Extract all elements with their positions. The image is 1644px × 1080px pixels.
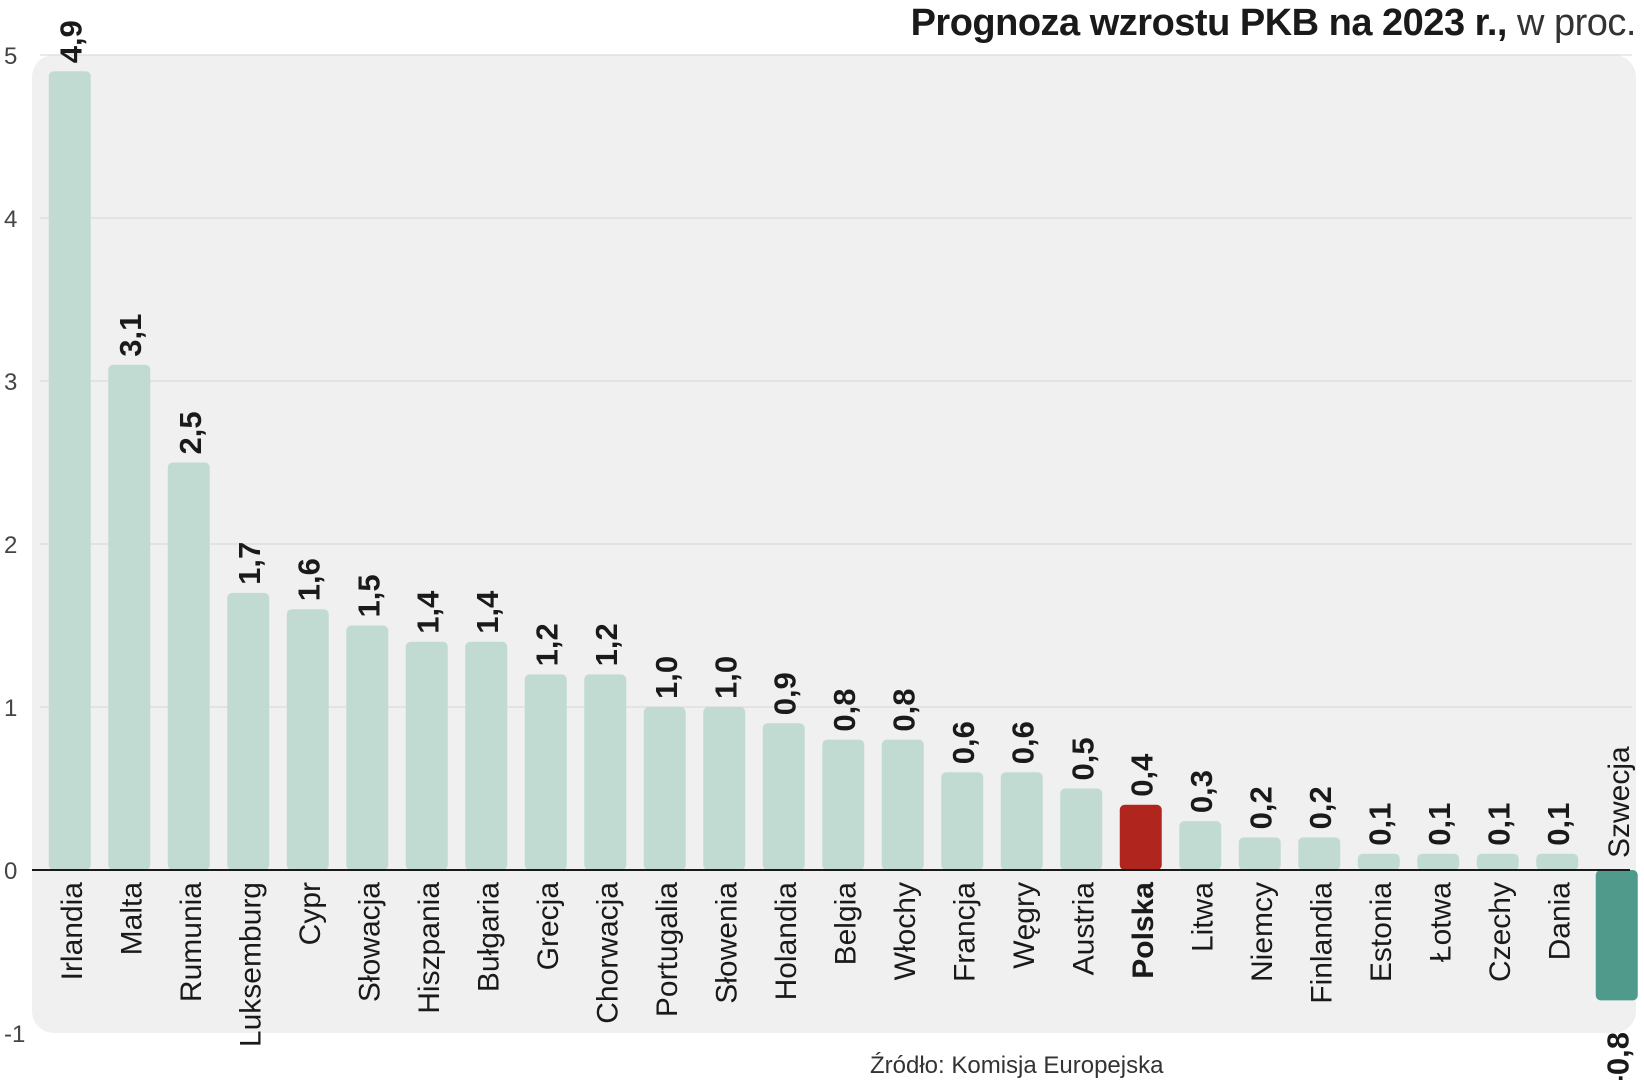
bar-szwecja bbox=[1595, 870, 1638, 1001]
bar-niemcy bbox=[1238, 837, 1281, 870]
bar-francja bbox=[941, 772, 984, 870]
category-label: Bułgaria bbox=[472, 882, 505, 992]
y-tick-label: 2 bbox=[4, 532, 17, 559]
bar-grecja bbox=[524, 674, 567, 870]
chart-title-main: Prognoza wzrostu PKB na 2023 r., bbox=[910, 2, 1508, 44]
chart-title-unit: w proc. bbox=[1506, 2, 1637, 44]
value-labels: 4,9 3,1 2,5 1,7 1,6 1,5 1,4 1,4 1,2 1,2 1,0 1,0 0,9 0… bbox=[54, 20, 1636, 1080]
bar-czechy bbox=[1476, 853, 1519, 870]
category-label: Polska bbox=[1127, 882, 1160, 979]
category-label: Irlandia bbox=[56, 882, 89, 981]
value-label: 1,5 bbox=[351, 574, 386, 617]
category-label: Hiszpania bbox=[413, 882, 446, 1014]
bar-belgia bbox=[822, 739, 865, 870]
value-label: 0,1 bbox=[1482, 803, 1517, 846]
category-label: Portugalia bbox=[651, 882, 684, 1017]
bar-estonia bbox=[1357, 853, 1400, 870]
value-label: 2,5 bbox=[173, 411, 208, 454]
category-label: Estonia bbox=[1365, 882, 1398, 982]
value-label: -0,8 bbox=[1601, 1032, 1636, 1080]
category-labels: Irlandia Malta Rumunia Luksemburg Cypr Słowac… bbox=[56, 746, 1636, 1047]
y-tick-label: 3 bbox=[4, 369, 17, 396]
category-label: Węgry bbox=[1008, 882, 1041, 969]
bar-luksemburg bbox=[227, 592, 270, 870]
value-label: 0,4 bbox=[1125, 753, 1160, 797]
bar-włochy bbox=[881, 739, 924, 870]
bar-węgry bbox=[1000, 772, 1043, 870]
category-label: Austria bbox=[1067, 882, 1100, 976]
category-label: Dania bbox=[1543, 882, 1576, 961]
value-label: 1,2 bbox=[589, 623, 624, 666]
value-label: 1,7 bbox=[232, 542, 267, 585]
bars bbox=[48, 71, 1638, 1001]
value-label: 0,9 bbox=[768, 672, 803, 715]
bar-malta bbox=[108, 364, 151, 870]
category-label: Łotwa bbox=[1424, 882, 1457, 962]
bar-słowacja bbox=[346, 625, 389, 870]
source-note: Źródło: Komisja Europejska bbox=[870, 1052, 1164, 1079]
value-label: 0,2 bbox=[1244, 786, 1279, 829]
category-label: Litwa bbox=[1186, 882, 1219, 952]
y-tick-label: 5 bbox=[4, 43, 17, 70]
value-label: 0,6 bbox=[946, 721, 981, 764]
gridlines bbox=[40, 54, 1632, 708]
value-label: 0,2 bbox=[1303, 786, 1338, 829]
category-label: Rumunia bbox=[175, 882, 208, 1002]
bar-portugalia bbox=[643, 707, 686, 870]
bar-cypr bbox=[286, 609, 329, 870]
bar-austria bbox=[1060, 788, 1103, 870]
y-axis-ticks: -1 0 1 2 3 4 5 bbox=[4, 43, 25, 1048]
bar-irlandia bbox=[48, 71, 91, 871]
bar-polska bbox=[1119, 804, 1162, 870]
value-label: 0,8 bbox=[827, 688, 862, 731]
value-label: 1,4 bbox=[470, 590, 505, 634]
category-label: Francja bbox=[948, 882, 981, 982]
y-tick-label: 4 bbox=[4, 206, 17, 233]
category-label: Cypr bbox=[294, 882, 327, 945]
category-label: Chorwacja bbox=[591, 882, 624, 1024]
value-label: 1,0 bbox=[649, 656, 684, 699]
category-label: Grecja bbox=[532, 882, 565, 971]
category-label: Luksemburg bbox=[234, 882, 267, 1047]
category-label: Belgia bbox=[829, 882, 862, 966]
y-tick-label: 1 bbox=[4, 695, 17, 722]
bar-łotwa bbox=[1417, 853, 1460, 870]
category-label: Szwecja bbox=[1603, 746, 1636, 858]
bar-finlandia bbox=[1298, 837, 1341, 870]
value-label: 0,1 bbox=[1363, 803, 1398, 846]
bar-litwa bbox=[1179, 821, 1222, 870]
value-label: 0,6 bbox=[1006, 721, 1041, 764]
value-label: 1,6 bbox=[292, 558, 327, 601]
value-label: 0,1 bbox=[1422, 803, 1457, 846]
value-label: 0,1 bbox=[1541, 803, 1576, 846]
value-label: 3,1 bbox=[113, 314, 148, 357]
category-label: Słowacja bbox=[353, 882, 386, 1002]
category-label: Słowenia bbox=[710, 882, 743, 1004]
category-label: Niemcy bbox=[1246, 882, 1279, 982]
bar-chorwacja bbox=[584, 674, 627, 870]
chart-title: Prognoza wzrostu PKB na 2023 r., w proc. bbox=[910, 2, 1637, 45]
category-label: Malta bbox=[115, 882, 148, 956]
bar-bułgaria bbox=[465, 641, 508, 870]
bar-dania bbox=[1536, 853, 1579, 870]
value-label: 0,8 bbox=[887, 688, 922, 731]
y-tick-label: -1 bbox=[4, 1021, 25, 1048]
category-label: Włochy bbox=[889, 882, 922, 980]
category-label: Czechy bbox=[1484, 882, 1517, 982]
value-label: 4,9 bbox=[54, 20, 89, 63]
bar-hiszpania bbox=[405, 641, 448, 870]
value-label: 1,0 bbox=[708, 656, 743, 699]
value-label: 0,5 bbox=[1065, 737, 1100, 780]
bar-rumunia bbox=[167, 462, 210, 870]
value-label: 0,3 bbox=[1184, 770, 1219, 813]
y-tick-label: 0 bbox=[4, 858, 17, 885]
value-label: 1,4 bbox=[411, 590, 446, 634]
category-label: Holandia bbox=[770, 882, 803, 1001]
category-label: Finlandia bbox=[1305, 882, 1338, 1004]
bar-holandia bbox=[762, 723, 805, 870]
bar-słowenia bbox=[703, 707, 746, 870]
value-label: 1,2 bbox=[530, 623, 565, 666]
